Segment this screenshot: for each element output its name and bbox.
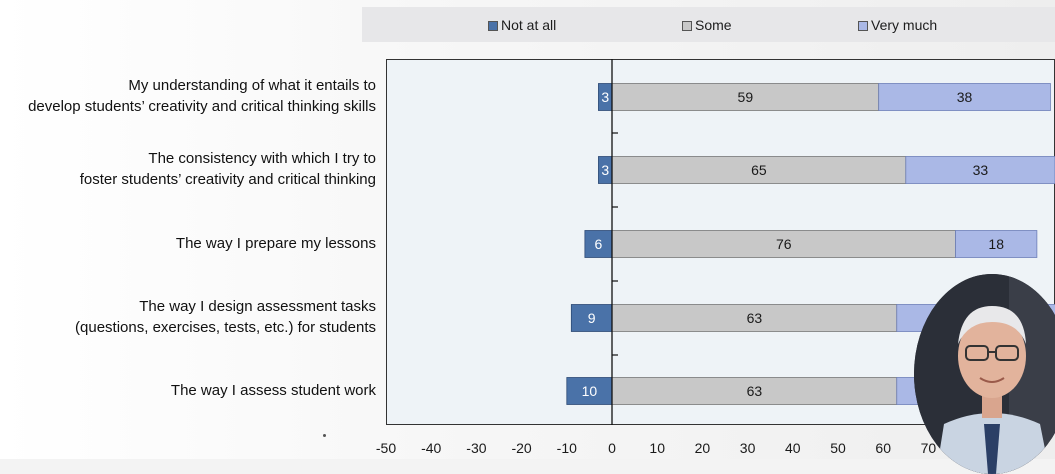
presenter-figure xyxy=(914,274,1055,474)
bar-very-much xyxy=(878,83,1051,111)
data-label-very-much: 38 xyxy=(957,89,973,105)
category-label: The way I design assessment tasks (questi… xyxy=(75,296,376,338)
data-label-not-at-all: 9 xyxy=(588,310,596,326)
bar-very-much xyxy=(955,230,1038,258)
data-label-some: 59 xyxy=(738,89,754,105)
legend-item-some: Some xyxy=(682,17,732,33)
x-tick-label: 60 xyxy=(875,440,891,456)
category-label-line: (questions, exercises, tests, etc.) for … xyxy=(75,319,376,336)
category-label: The way I prepare my lessons xyxy=(176,233,376,254)
data-label-some: 63 xyxy=(747,383,763,399)
bar-not-at-all xyxy=(570,304,613,332)
category-label-line: My understanding of what it entails to xyxy=(128,77,376,94)
legend-label-not-at-all: Not at all xyxy=(501,17,557,33)
category-label-line: The way I assess student work xyxy=(170,381,376,399)
presenter-mouth xyxy=(979,377,1005,383)
category-label-line: The consistency with which I try to xyxy=(148,150,376,167)
legend-item-very-much: Very much xyxy=(858,17,937,33)
data-label-some: 63 xyxy=(747,310,763,326)
x-tick-label: 50 xyxy=(830,440,846,456)
x-tick-label: 40 xyxy=(785,440,801,456)
category-label-line: The way I design assessment tasks xyxy=(139,298,376,315)
bar-some xyxy=(611,304,898,332)
data-label-not-at-all: 6 xyxy=(595,236,603,252)
x-tick-label: 70 xyxy=(921,440,937,456)
x-tick-label: -20 xyxy=(511,440,531,456)
category-label-line: The way I prepare my lessons xyxy=(175,234,376,252)
data-label-some: 65 xyxy=(751,162,767,178)
x-tick-label: -10 xyxy=(557,440,577,456)
bar-some xyxy=(611,83,880,111)
legend-swatch-very-much xyxy=(858,21,868,31)
category-label-line: develop students’ creativity and critica… xyxy=(28,98,376,115)
category-label: My understanding of what it entails to de… xyxy=(28,75,376,117)
presenter-hair xyxy=(958,306,1026,344)
x-tick-label: -50 xyxy=(376,440,396,456)
stray-dot xyxy=(323,434,326,437)
chart-svg: 35938365336761896337106327-50-40-30-20-1… xyxy=(376,59,1055,456)
bar-not-at-all xyxy=(584,230,613,258)
legend-label-very-much: Very much xyxy=(871,17,938,33)
data-label-very-much: 33 xyxy=(973,162,989,178)
legend-swatch-some xyxy=(682,21,692,31)
bar-some xyxy=(611,156,907,184)
presenter-face xyxy=(958,314,1026,398)
x-tick-label: -40 xyxy=(421,440,441,456)
x-tick-label: 30 xyxy=(740,440,756,456)
chart-legend: Not at all Some Very much xyxy=(362,7,1055,42)
x-tick-label: 20 xyxy=(695,440,711,456)
presenter-webcam-icon xyxy=(914,274,1055,474)
data-label-not-at-all: 3 xyxy=(601,162,609,178)
category-label: The way I assess student work xyxy=(171,380,376,401)
x-tick-label: -30 xyxy=(466,440,486,456)
presenter-neck xyxy=(982,392,1002,418)
legend-swatch-not-at-all xyxy=(488,21,498,31)
bar-not-at-all xyxy=(566,377,613,405)
legend-item-not-at-all: Not at all xyxy=(488,17,556,33)
data-label-not-at-all: 3 xyxy=(601,89,609,105)
data-label-some: 76 xyxy=(776,236,792,252)
legend-label-some: Some xyxy=(695,17,732,33)
x-tick-label: 0 xyxy=(608,440,616,456)
category-label: The consistency with which I try to foste… xyxy=(80,148,376,190)
data-label-not-at-all: 10 xyxy=(582,383,598,399)
x-tick-label: 10 xyxy=(649,440,665,456)
category-label-line: foster students’ creativity and critical… xyxy=(79,171,376,188)
data-label-very-much: 18 xyxy=(988,236,1004,252)
